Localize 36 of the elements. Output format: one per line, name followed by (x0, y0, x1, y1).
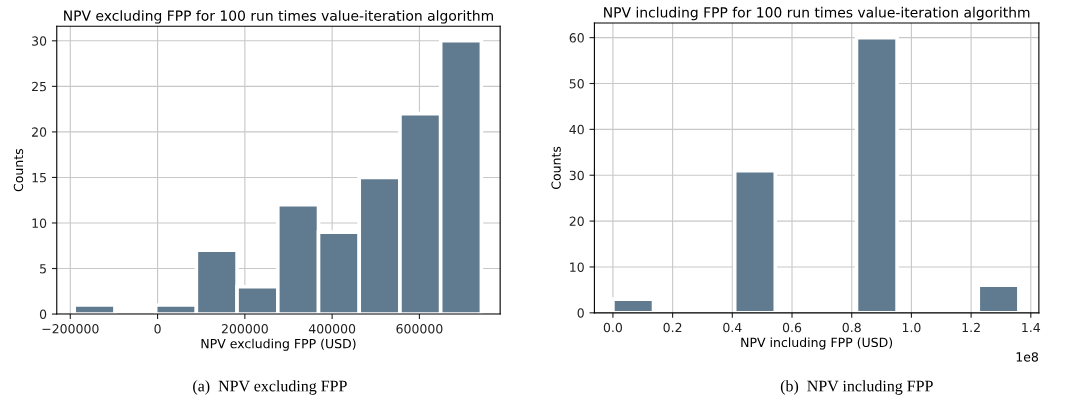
x-tick-label: 400000 (308, 324, 356, 334)
x-tick-label: 200000 (221, 324, 268, 334)
y-axis-title: Counts (13, 148, 24, 192)
chart-title: NPV including FPP for 100 run times value-iteration algorithm (604, 6, 1030, 21)
x-tick-label: 0.6 (782, 322, 802, 333)
x-tick-label: 0.8 (842, 322, 861, 333)
y-tick-label: 60 (569, 33, 584, 43)
text: (a) NPV excluding FPP (193, 380, 347, 395)
y-tick-label: 0 (577, 308, 584, 318)
y-tick-label: 10 (32, 218, 47, 228)
text: (b) NPV including FPP (780, 380, 933, 395)
x-axis-title: NPV excluding FPP (USD) (201, 338, 356, 351)
y-tick-label: 5 (40, 264, 46, 274)
chart-title: NPV excluding FPP for 100 run times value-iteration algorithm (64, 10, 493, 24)
text: 1e8 (1016, 352, 1039, 362)
y-tick-label: 30 (32, 36, 47, 46)
y-axis-title: Counts (551, 146, 561, 190)
x-tick-label: 1.4 (1022, 322, 1041, 333)
y-tick-label: 15 (32, 173, 46, 183)
x-tick-label: 0.4 (723, 322, 742, 333)
x-tick-label: 600000 (396, 324, 443, 334)
x-axis-title: NPV including FPP (USD) (741, 337, 893, 350)
x-tick-label: 0.2 (663, 322, 682, 333)
y-tick-label: 30 (569, 170, 584, 181)
y-tick-label: 20 (32, 127, 47, 137)
y-tick-label: 0 (39, 309, 47, 319)
y-tick-label: 20 (569, 216, 584, 227)
y-tick-label: 25 (32, 81, 46, 92)
y-tick-label: 40 (569, 124, 584, 135)
x-tick-label: 0.0 (603, 322, 623, 333)
y-tick-label: 50 (569, 78, 584, 89)
x-tick-label: 1.0 (902, 322, 921, 333)
x-tick-label: 1.2 (962, 322, 980, 333)
x-tick-label: 0 (154, 324, 161, 334)
x-tick-label: −200000 (42, 324, 99, 334)
y-tick-label: 10 (570, 262, 584, 272)
